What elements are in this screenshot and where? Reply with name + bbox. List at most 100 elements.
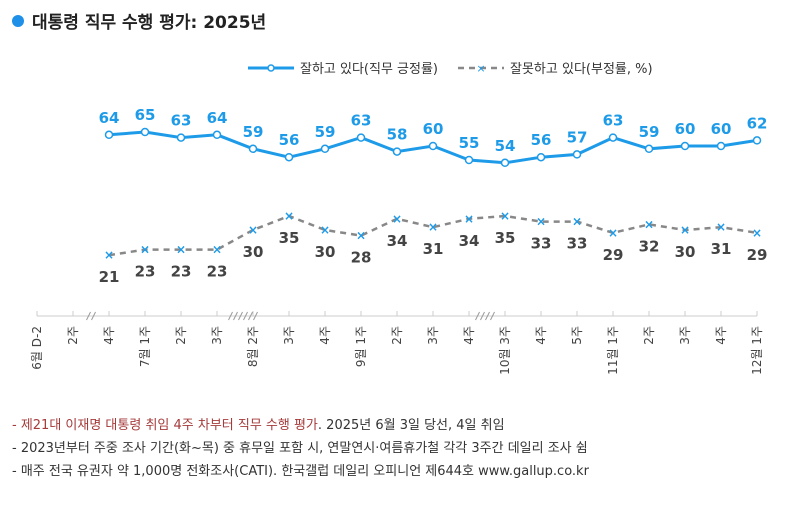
- data-label: 63: [171, 112, 192, 130]
- data-point: [572, 150, 582, 159]
- data-point: [644, 144, 654, 154]
- data-label: 31: [711, 240, 732, 258]
- x-tick-label: 3주: [426, 326, 440, 345]
- data-label: 56: [279, 131, 300, 149]
- data-point: [176, 133, 186, 142]
- data-label: 23: [207, 263, 228, 281]
- data-label: 60: [711, 120, 732, 138]
- x-tick-label: 2주: [642, 326, 656, 345]
- x-tick-label: 3주: [282, 326, 296, 345]
- axis-break-mark: [248, 311, 253, 321]
- data-label: 34: [387, 232, 408, 250]
- data-label: 65: [135, 106, 156, 124]
- axis-break-mark: [233, 311, 238, 321]
- data-point: ×: [104, 248, 114, 262]
- data-point: ×: [320, 223, 330, 237]
- x-tick-label: 4주: [318, 326, 332, 345]
- data-label: 56: [531, 131, 552, 149]
- data-point: ×: [356, 229, 366, 243]
- plot-area: 6월 D-2 2주 4주 7월 1주 2주 3주 8월 2주 3주 4주 9월 1주 2주 3주 4주 1…: [30, 106, 768, 375]
- axis-break-mark: [243, 311, 248, 321]
- axis-break-mark: [86, 311, 91, 321]
- data-label: 28: [351, 249, 372, 267]
- data-label: 29: [603, 246, 624, 264]
- data-label: 30: [315, 243, 336, 261]
- data-point: ×: [680, 223, 690, 237]
- data-point: ×: [608, 226, 618, 240]
- axis-break-mark: [253, 311, 258, 321]
- data-label: 31: [423, 240, 444, 258]
- x-tick-label: 4주: [102, 326, 116, 345]
- x-tick-label: 10월 3주: [498, 326, 512, 375]
- data-point: ×: [752, 226, 762, 240]
- data-point: [680, 141, 690, 151]
- legend: 잘하고 있다(직무 긍정률) × 잘못하고 있다(부정률, %): [248, 58, 653, 77]
- x-tick-label: 3주: [678, 326, 692, 345]
- data-label: 21: [99, 268, 120, 286]
- data-label: 30: [243, 243, 264, 261]
- x-tick-label: 6월 D-2: [30, 326, 44, 370]
- axis-break-mark: [228, 311, 233, 321]
- data-label: 57: [567, 128, 588, 146]
- legend-negative: 잘못하고 있다(부정률, %): [510, 62, 653, 77]
- data-label: 34: [459, 232, 480, 250]
- data-point: ×: [500, 209, 510, 223]
- data-label: 59: [243, 123, 264, 141]
- note-3: - 매주 전국 유권자 약 1,000명 전화조사(CATI). 한국갤럽 데일…: [12, 464, 589, 479]
- data-point: [428, 141, 438, 151]
- data-point: [320, 144, 330, 154]
- data-point: ×: [284, 209, 294, 223]
- data-point: ×: [140, 243, 150, 257]
- data-label: 58: [387, 126, 408, 144]
- data-point: [536, 152, 546, 162]
- data-label: 23: [135, 263, 156, 281]
- data-point: [140, 127, 150, 137]
- axis-break-mark: [91, 311, 96, 321]
- title-text: 대통령 직무 수행 평가: 2025년: [32, 13, 267, 33]
- legend-dashed-x-icon: ×: [458, 62, 505, 74]
- data-label: 23: [171, 263, 192, 281]
- x-tick-label: 3주: [210, 326, 224, 345]
- data-label: 35: [495, 229, 516, 247]
- axis-break-mark: [475, 311, 480, 321]
- data-label: 29: [747, 246, 768, 264]
- x-tick-label: 11월 1주: [606, 326, 620, 375]
- data-point: ×: [428, 220, 438, 234]
- data-label: 32: [639, 237, 660, 255]
- data-point: [212, 130, 222, 140]
- note-2: - 2023년부터 주중 조사 기간(화~목) 중 휴무일 포함 시, 연말연시…: [12, 441, 588, 456]
- x-tick-label: 9월 1주: [354, 326, 368, 367]
- data-label: 33: [567, 235, 588, 253]
- x-tick-label: 2주: [390, 326, 404, 345]
- data-point: ×: [248, 223, 258, 237]
- data-label: 33: [531, 235, 552, 253]
- data-label: 60: [675, 120, 696, 138]
- data-label: 64: [99, 109, 120, 127]
- data-point: [716, 141, 726, 151]
- data-label: 35: [279, 229, 300, 247]
- data-label: 63: [351, 112, 372, 130]
- x-tick-label: 5주: [570, 326, 584, 345]
- data-point: ×: [572, 215, 582, 229]
- note-1: - 제21대 이재명 대통령 취임 4주 차부터 직무 수행 평가. 2025년…: [12, 414, 589, 437]
- data-label: 55: [459, 134, 480, 152]
- data-point: [104, 130, 114, 140]
- data-label: 59: [315, 123, 336, 141]
- footnotes: - 제21대 이재명 대통령 취임 4주 차부터 직무 수행 평가. 2025년…: [12, 414, 589, 483]
- x-tick-label: 2주: [174, 326, 188, 345]
- axis-break-mark: [480, 311, 485, 321]
- x-tick-label: 4주: [534, 326, 548, 345]
- note-text: . 2025년 6월 3일 당선, 4일 취임: [317, 418, 505, 433]
- note-highlight: - 제21대 이재명 대통령 취임 4주 차부터 직무 수행 평가: [12, 418, 318, 433]
- svg-text:×: ×: [476, 62, 485, 74]
- x-tick-label: 2주: [66, 326, 80, 345]
- data-point: ×: [464, 212, 474, 226]
- data-point: ×: [644, 217, 654, 231]
- chart-title: 대통령 직무 수행 평가: 2025년: [12, 8, 266, 33]
- data-label: 30: [675, 243, 696, 261]
- x-tick-label: 4주: [462, 326, 476, 345]
- data-point: ×: [212, 243, 222, 257]
- axis-break-mark: [490, 311, 495, 321]
- data-point: [500, 158, 510, 168]
